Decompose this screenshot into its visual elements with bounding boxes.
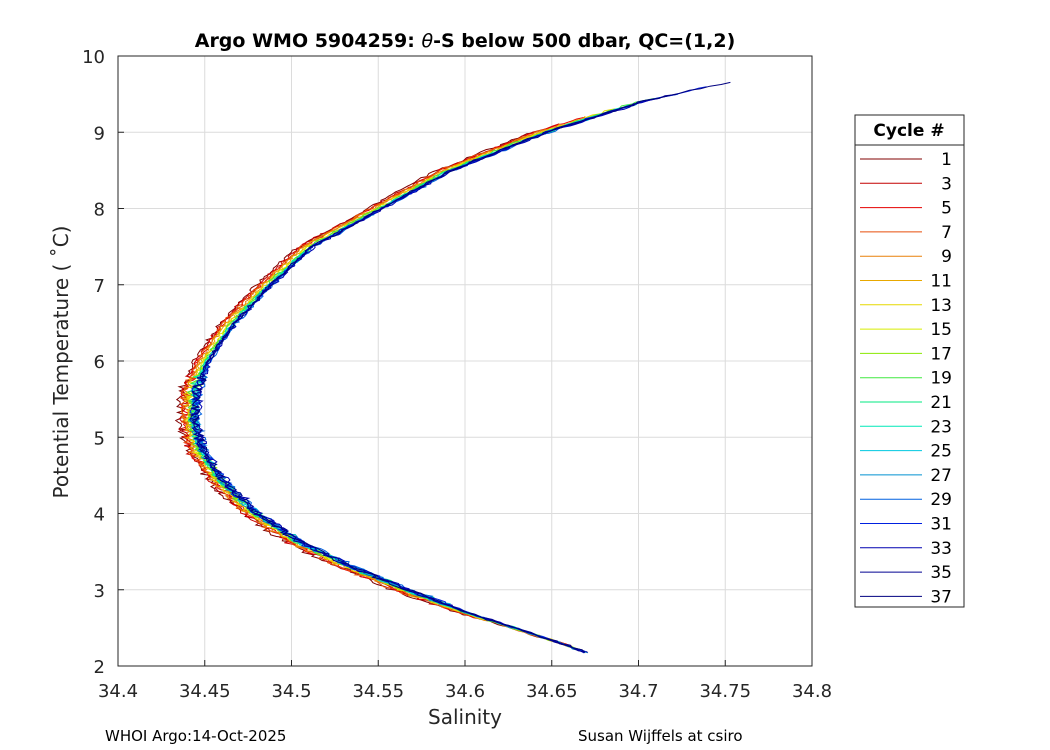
legend-label-cycle-27: 27 [930, 466, 952, 486]
legend-label-cycle-21: 21 [930, 393, 952, 413]
series-line-cycle-7 [179, 131, 586, 653]
x-tick-label: 34.4 [98, 681, 138, 702]
legend-label-cycle-13: 13 [930, 296, 952, 316]
y-tick-label: 5 [94, 428, 105, 449]
series-line-cycle-25 [189, 109, 621, 654]
y-tick-label: 7 [94, 276, 105, 297]
legend-label-cycle-37: 37 [930, 587, 952, 607]
y-axis-label: Potential Temperature ( ˚C) [49, 226, 73, 499]
legend-label-cycle-33: 33 [930, 539, 952, 559]
data-curves [174, 81, 731, 654]
y-tick-labels: 2 3 4 5 6 7 8 9 10 [82, 47, 105, 678]
legend-label-cycle-31: 31 [930, 515, 952, 535]
x-tick-label: 34.7 [618, 681, 658, 702]
series-line-cycle-11 [182, 115, 586, 653]
legend: Cycle # 13579111315171921232527293133353… [854, 114, 965, 608]
chart-grid [117, 55, 813, 667]
legend-label-cycle-9: 9 [941, 247, 952, 267]
legend-title: Cycle # [873, 121, 944, 141]
x-tick-labels: 34.4 34.45 34.5 34.55 34.6 34.65 34.7 34.75 34.8 [98, 681, 832, 702]
series-line-cycle-27 [189, 100, 641, 653]
y-tick-label: 8 [94, 200, 105, 221]
legend-label-cycle-3: 3 [941, 174, 952, 194]
footer-right-credit: Susan Wijffels at csiro [578, 727, 743, 745]
legend-label-cycle-23: 23 [930, 417, 952, 437]
x-tick-label: 34.55 [352, 681, 404, 702]
plot-frame [117, 55, 813, 667]
y-tick-label: 9 [94, 123, 105, 144]
x-tick-label: 34.5 [271, 681, 311, 702]
series-line-cycle-31 [188, 86, 707, 653]
series-line-cycle-37 [188, 81, 731, 653]
x-tick-label: 34.6 [445, 681, 485, 702]
legend-label-cycle-15: 15 [930, 320, 952, 340]
series-line-cycle-5 [179, 116, 589, 654]
y-tick-label: 2 [94, 657, 105, 678]
x-tick-label: 34.75 [699, 681, 751, 702]
legend-label-cycle-11: 11 [930, 272, 952, 292]
x-tick-label: 34.65 [526, 681, 578, 702]
footer-left-credit: WHOI Argo:14-Oct-2025 [105, 727, 286, 745]
legend-label-cycle-5: 5 [941, 199, 952, 219]
legend-label-cycle-19: 19 [930, 369, 952, 389]
y-tick-label: 10 [82, 47, 105, 68]
legend-label-cycle-17: 17 [930, 344, 952, 364]
legend-label-cycle-25: 25 [930, 442, 952, 462]
x-axis-label: Salinity [428, 705, 502, 729]
y-tick-label: 6 [94, 352, 105, 373]
y-tick-label: 3 [94, 581, 105, 602]
x-tick-label: 34.45 [179, 681, 231, 702]
legend-label-cycle-35: 35 [930, 563, 952, 583]
y-tick-label: 4 [94, 505, 105, 526]
legend-label-cycle-29: 29 [930, 490, 952, 510]
legend-label-cycle-7: 7 [941, 223, 952, 243]
chart-title: Argo WMO 5904259: θ-S below 500 dbar, QC… [195, 30, 736, 52]
legend-box [854, 114, 965, 608]
legend-label-cycle-1: 1 [941, 150, 952, 170]
x-tick-label: 34.8 [792, 681, 832, 702]
